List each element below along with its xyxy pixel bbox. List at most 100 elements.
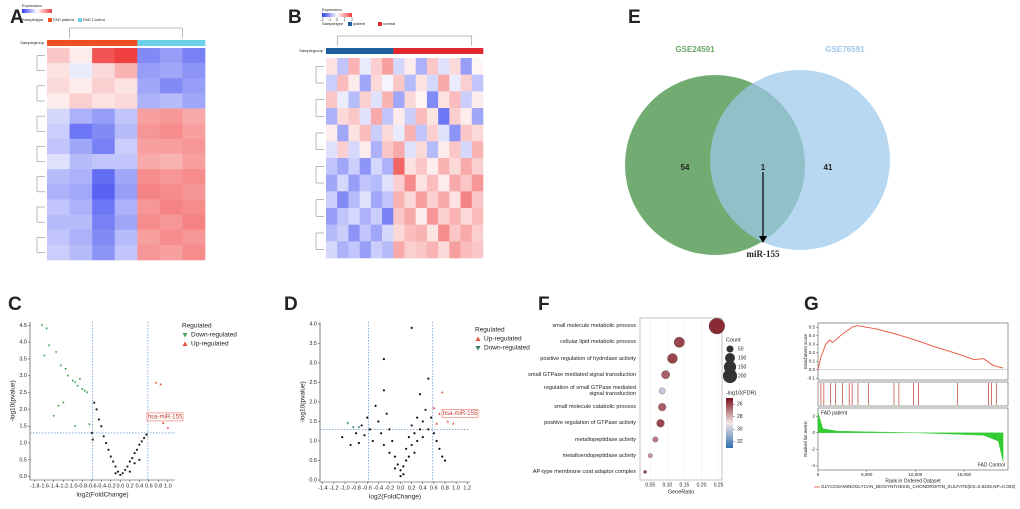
point <box>421 420 424 423</box>
legend-title: Expression <box>22 3 42 8</box>
y-tick-label: 3.0 <box>19 373 27 379</box>
point <box>360 424 363 427</box>
panel-label: C <box>8 294 22 315</box>
heat-cell <box>47 48 70 64</box>
heat-cell <box>69 229 93 246</box>
point <box>385 412 388 415</box>
legend-label: 50 <box>738 346 744 352</box>
heat-cell <box>159 229 183 246</box>
point <box>128 460 131 463</box>
dendrogram <box>315 132 324 150</box>
point <box>382 389 385 392</box>
heat-cell <box>182 93 206 109</box>
heat-cell <box>348 158 360 175</box>
venn-set <box>710 70 890 250</box>
dot <box>652 436 659 443</box>
heat-cell <box>359 141 372 159</box>
heat-cell <box>92 229 116 246</box>
heat-cell <box>47 154 70 170</box>
point <box>166 426 170 429</box>
heat-cell <box>137 214 161 231</box>
point <box>133 452 136 455</box>
y-tick-label: 2 <box>812 413 815 418</box>
x-tick-label: 0.0 <box>116 483 124 489</box>
heat-cell <box>114 123 138 140</box>
heat-cell <box>449 241 461 259</box>
heat-cell <box>337 208 349 225</box>
y-tick-label: 4.0 <box>309 321 317 327</box>
heat-cell <box>404 58 417 75</box>
point <box>349 443 352 447</box>
heat-cell <box>415 141 428 159</box>
heat-cell <box>337 108 349 125</box>
x-tick-label: -1.4 <box>318 485 327 491</box>
heat-cell <box>449 108 461 125</box>
heat-cell <box>370 141 383 159</box>
heat-cell <box>159 244 183 261</box>
heat-cell <box>47 78 70 94</box>
point <box>40 324 44 327</box>
heat-cell <box>92 244 116 261</box>
point <box>418 428 422 431</box>
heat-cell <box>471 224 484 242</box>
x-tick-label: 0.2 <box>408 485 416 491</box>
y-axis-label: -log10(pvalue) <box>300 381 307 423</box>
point <box>380 432 383 435</box>
point <box>355 432 358 435</box>
heat-cell <box>137 78 161 94</box>
dendrogram <box>315 199 324 217</box>
legend-title: Regulated <box>475 327 505 334</box>
heat-cell <box>47 138 70 155</box>
dendrogram <box>315 99 324 117</box>
arrow-head <box>759 236 767 243</box>
x-tick-label: -0.8 <box>78 483 87 489</box>
legend-marker <box>182 333 188 338</box>
point <box>418 393 422 396</box>
dot <box>658 387 666 395</box>
point <box>430 416 433 419</box>
heat-cell <box>382 108 394 125</box>
heat-cell <box>114 93 138 109</box>
point <box>391 439 394 443</box>
point <box>438 447 441 450</box>
heat-cell <box>159 138 183 155</box>
heat-cell <box>159 48 183 64</box>
heat-cell <box>382 241 394 259</box>
dendrogram <box>36 55 45 71</box>
point <box>93 401 96 404</box>
x-axis-label: GeneRatio <box>668 489 694 495</box>
point <box>131 457 134 460</box>
y-tick-label: 2.5 <box>309 380 317 386</box>
heat-cell <box>460 74 473 92</box>
y-tick-label: positive regulation of hydrolase activit… <box>540 355 636 362</box>
size-key <box>722 368 738 384</box>
point <box>399 475 402 478</box>
heat-cell <box>69 93 93 109</box>
heat-cell <box>426 91 439 109</box>
y-tick-label: 0.3 <box>809 341 816 346</box>
heat-cell <box>137 108 161 125</box>
neg-label: FAD Control <box>978 462 1005 468</box>
point <box>59 364 63 368</box>
heat-cell <box>460 224 473 242</box>
point <box>114 465 117 468</box>
heat-cell <box>182 123 206 140</box>
point <box>413 432 416 435</box>
point <box>382 357 385 361</box>
x-tick-label: 0.8 <box>155 483 163 489</box>
point <box>427 428 430 431</box>
annotation: hsa-miR-155 <box>148 415 183 421</box>
group-bar <box>337 48 349 54</box>
point <box>161 421 165 424</box>
dendrogram <box>36 237 45 253</box>
heat-cell <box>471 74 484 92</box>
heat-cell <box>471 158 484 175</box>
dendrogram <box>69 27 183 38</box>
heat-cell <box>370 241 383 259</box>
point <box>114 472 117 475</box>
x-axis-label: Rank in Ordered Dataset <box>885 478 941 484</box>
dot <box>661 370 670 380</box>
y-tick-label: 0.5 <box>809 324 816 329</box>
heat-cell <box>348 224 360 242</box>
y-tick-label: 4.0 <box>19 340 27 346</box>
